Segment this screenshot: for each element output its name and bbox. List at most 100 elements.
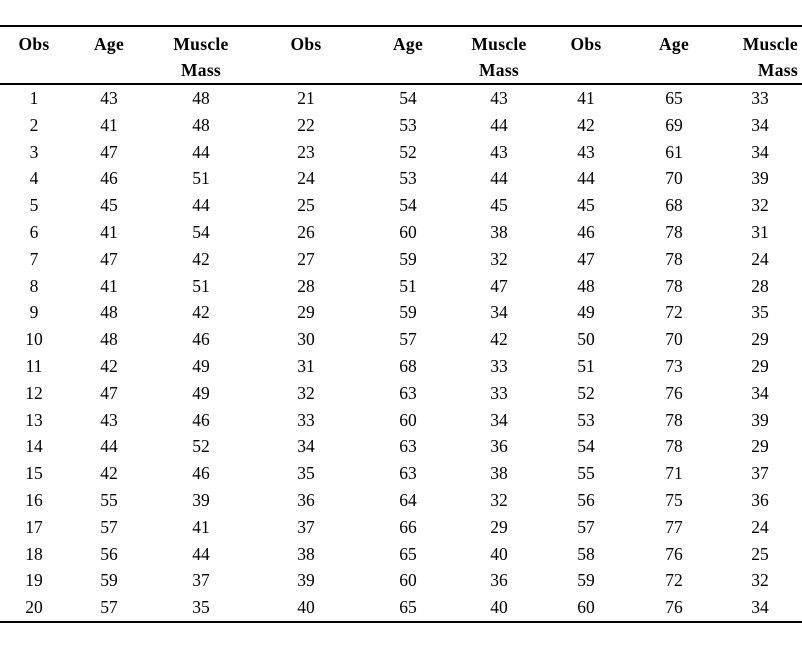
table-cell: 70 xyxy=(665,329,683,350)
header-age-2-label: Age xyxy=(392,34,424,54)
table-cell: 28 xyxy=(751,275,769,296)
table-cell: 44 xyxy=(577,168,595,189)
table-cell: 38 xyxy=(297,543,315,564)
table-cell: 42 xyxy=(490,329,508,350)
table-cell: 24 xyxy=(751,516,769,537)
table-cell: 59 xyxy=(577,570,595,591)
table-cell: 37 xyxy=(297,516,315,537)
header-row: Obs Age Muscle Mass Obs Age Muscle Mass xyxy=(0,26,802,85)
table-cell: 38 xyxy=(490,463,508,484)
table-row: 13 43 46 33 60 34 53 78 39 xyxy=(0,407,802,434)
table-cell: 12 xyxy=(25,382,43,403)
table-cell: 24 xyxy=(751,248,769,269)
table-cell: 35 xyxy=(297,463,315,484)
table-cell: 25 xyxy=(751,543,769,564)
table-cell: 71 xyxy=(665,463,683,484)
table-cell: 47 xyxy=(100,141,118,162)
header-muscle-mass-1: Muscle Mass xyxy=(150,26,252,85)
table-cell: 41 xyxy=(100,114,118,135)
table-cell: 27 xyxy=(297,248,315,269)
muscle-mass-table: Obs Age Muscle Mass Obs Age Muscle Mass xyxy=(0,25,802,623)
table-cell: 68 xyxy=(399,355,417,376)
table-cell: 46 xyxy=(100,168,118,189)
table-cell: 41 xyxy=(577,88,595,108)
table-cell: 73 xyxy=(665,355,683,376)
table-cell: 54 xyxy=(399,195,417,216)
header-muscle-mass-3-line2: Mass xyxy=(757,60,798,80)
table-cell: 6 xyxy=(29,221,39,242)
table-cell: 76 xyxy=(665,382,683,403)
table-cell: 36 xyxy=(297,489,315,510)
table-cell: 72 xyxy=(665,302,683,323)
table-cell: 17 xyxy=(25,516,43,537)
table-cell: 46 xyxy=(577,221,595,242)
header-muscle-mass-3-line1: Muscle xyxy=(742,34,798,54)
table-cell: 34 xyxy=(751,597,769,618)
table-cell: 44 xyxy=(192,543,210,564)
header-muscle-mass-2-line2: Mass xyxy=(478,60,520,80)
table-cell: 36 xyxy=(490,436,508,457)
table-cell: 42 xyxy=(100,463,118,484)
table-cell: 21 xyxy=(297,88,315,108)
table-cell: 33 xyxy=(490,382,508,403)
table-row: 7 47 42 27 59 32 47 78 24 xyxy=(0,246,802,273)
table-cell: 52 xyxy=(577,382,595,403)
table-row: 5 45 44 25 54 45 45 68 32 xyxy=(0,192,802,219)
table-cell: 16 xyxy=(25,489,43,510)
table-cell: 39 xyxy=(751,168,769,189)
header-obs-2-label: Obs xyxy=(290,34,322,54)
table-row: 19 59 37 39 60 36 59 72 32 xyxy=(0,567,802,594)
table-cell: 46 xyxy=(192,329,210,350)
table-cell: 68 xyxy=(665,195,683,216)
table-cell: 32 xyxy=(297,382,315,403)
table-cell: 24 xyxy=(297,168,315,189)
table-cell: 46 xyxy=(192,463,210,484)
table-cell: 60 xyxy=(399,570,417,591)
table-cell: 53 xyxy=(399,168,417,189)
table-cell: 42 xyxy=(192,248,210,269)
table-cell: 33 xyxy=(490,355,508,376)
table-cell: 35 xyxy=(751,302,769,323)
table-cell: 55 xyxy=(577,463,595,484)
table-cell: 78 xyxy=(665,436,683,457)
table-cell: 1 xyxy=(29,88,39,108)
table-cell: 20 xyxy=(25,597,43,618)
table-cell: 37 xyxy=(192,570,210,591)
table-cell: 43 xyxy=(100,88,118,108)
table-cell: 59 xyxy=(399,248,417,269)
table-cell: 48 xyxy=(100,329,118,350)
table-cell: 57 xyxy=(577,516,595,537)
table-cell: 8 xyxy=(29,275,39,296)
table-cell: 65 xyxy=(399,597,417,618)
table-cell: 43 xyxy=(577,141,595,162)
table-cell: 44 xyxy=(192,195,210,216)
table-cell: 48 xyxy=(192,114,210,135)
table-cell: 26 xyxy=(297,221,315,242)
table-row: 8 41 51 28 51 47 48 78 28 xyxy=(0,273,802,300)
table-cell: 72 xyxy=(665,570,683,591)
table-cell: 40 xyxy=(297,597,315,618)
table-row: 3 47 44 23 52 43 43 61 34 xyxy=(0,139,802,166)
table-cell: 57 xyxy=(100,516,118,537)
table-cell: 39 xyxy=(297,570,315,591)
table-cell: 76 xyxy=(665,543,683,564)
table-cell: 29 xyxy=(490,516,508,537)
table-body: 1 43 48 21 54 43 41 65 33 2 41 48 22 53 44 42 69 34 3 47 44 2… xyxy=(0,84,802,622)
table-cell: 57 xyxy=(100,597,118,618)
table-cell: 45 xyxy=(577,195,595,216)
table-cell: 61 xyxy=(665,141,683,162)
table-cell: 31 xyxy=(751,221,769,242)
table-cell: 78 xyxy=(665,221,683,242)
table-cell: 64 xyxy=(399,489,417,510)
table-cell: 48 xyxy=(100,302,118,323)
table-cell: 48 xyxy=(192,88,210,108)
table-cell: 44 xyxy=(490,168,508,189)
header-age-3-label: Age xyxy=(658,34,690,54)
table-row: 11 42 49 31 68 33 51 73 29 xyxy=(0,353,802,380)
table-cell: 13 xyxy=(25,409,43,430)
table-cell: 41 xyxy=(192,516,210,537)
header-age-3: Age xyxy=(630,26,718,85)
table-cell: 35 xyxy=(192,597,210,618)
header-obs-1: Obs xyxy=(0,26,68,85)
